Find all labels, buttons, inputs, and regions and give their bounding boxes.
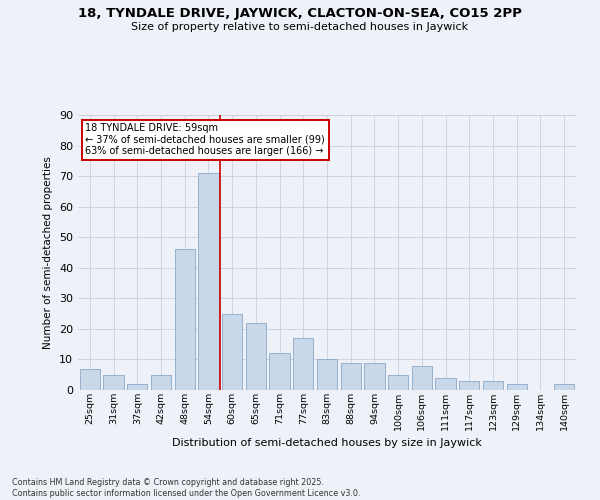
- Bar: [151, 374, 171, 390]
- Bar: [246, 323, 266, 390]
- Bar: [317, 360, 337, 390]
- Bar: [341, 362, 361, 390]
- Y-axis label: Number of semi-detached properties: Number of semi-detached properties: [43, 156, 53, 349]
- Bar: [388, 374, 408, 390]
- Bar: [483, 381, 503, 390]
- Bar: [103, 374, 124, 390]
- Bar: [80, 368, 100, 390]
- X-axis label: Distribution of semi-detached houses by size in Jaywick: Distribution of semi-detached houses by …: [172, 438, 482, 448]
- Bar: [222, 314, 242, 390]
- Bar: [364, 362, 385, 390]
- Bar: [199, 173, 218, 390]
- Bar: [554, 384, 574, 390]
- Bar: [506, 384, 527, 390]
- Text: Size of property relative to semi-detached houses in Jaywick: Size of property relative to semi-detach…: [131, 22, 469, 32]
- Text: 18, TYNDALE DRIVE, JAYWICK, CLACTON-ON-SEA, CO15 2PP: 18, TYNDALE DRIVE, JAYWICK, CLACTON-ON-S…: [78, 8, 522, 20]
- Text: 18 TYNDALE DRIVE: 59sqm
← 37% of semi-detached houses are smaller (99)
63% of se: 18 TYNDALE DRIVE: 59sqm ← 37% of semi-de…: [85, 123, 325, 156]
- Bar: [269, 354, 290, 390]
- Text: Contains HM Land Registry data © Crown copyright and database right 2025.
Contai: Contains HM Land Registry data © Crown c…: [12, 478, 361, 498]
- Bar: [293, 338, 313, 390]
- Bar: [436, 378, 455, 390]
- Bar: [175, 250, 195, 390]
- Bar: [412, 366, 432, 390]
- Bar: [127, 384, 148, 390]
- Bar: [459, 381, 479, 390]
